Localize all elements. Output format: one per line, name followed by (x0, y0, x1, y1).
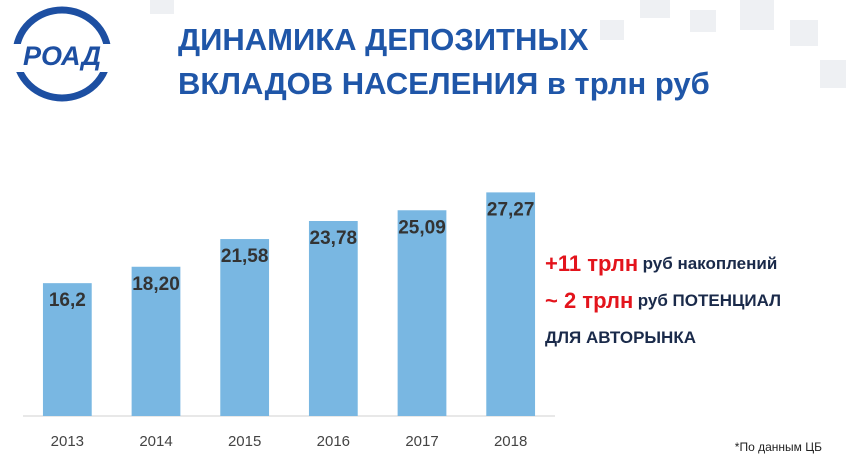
x-tick-label: 2018 (494, 433, 527, 450)
annotation-lead: +11 трлн (545, 251, 638, 276)
footnote: *По данным ЦБ (735, 440, 822, 454)
annotation: ~ 2 трлн руб ПОТЕНЦИАЛ (545, 288, 781, 313)
chart-title: ВКЛАДОВ НАСЕЛЕНИЯ в трлн руб (178, 66, 710, 101)
bar (220, 239, 270, 416)
x-tick-label: 2015 (228, 433, 261, 450)
annotation-text: ДЛЯ АВТОРЫНКА (545, 328, 696, 347)
value-label: 16,2 (49, 290, 86, 311)
annotation-text: руб накоплений (643, 254, 778, 273)
value-label: 23,78 (310, 228, 358, 249)
annotation: +11 трлн руб накоплений (545, 251, 777, 276)
x-tick-label: 2014 (139, 433, 172, 450)
bar (131, 266, 181, 416)
value-label: 25,09 (398, 217, 446, 238)
bar (42, 283, 92, 416)
logo-text: РОАД (23, 41, 101, 71)
x-tick-label: 2016 (317, 433, 350, 450)
bar (397, 210, 447, 416)
value-label: 21,58 (221, 246, 269, 267)
value-label: 18,20 (132, 274, 180, 295)
value-label: 27,27 (487, 199, 535, 220)
annotation-lead: ~ 2 трлн (545, 288, 633, 313)
chart-title: ДИНАМИКА ДЕПОЗИТНЫХ (178, 22, 589, 57)
x-tick-label: 2013 (51, 433, 84, 450)
annotation-text: руб ПОТЕНЦИАЛ (638, 291, 781, 310)
bar (486, 192, 536, 416)
bar (308, 221, 358, 416)
decor (150, 0, 846, 88)
annotation: ДЛЯ АВТОРЫНКА (545, 328, 696, 347)
logo: РОАД (8, 6, 118, 102)
x-tick-label: 2017 (405, 433, 438, 450)
